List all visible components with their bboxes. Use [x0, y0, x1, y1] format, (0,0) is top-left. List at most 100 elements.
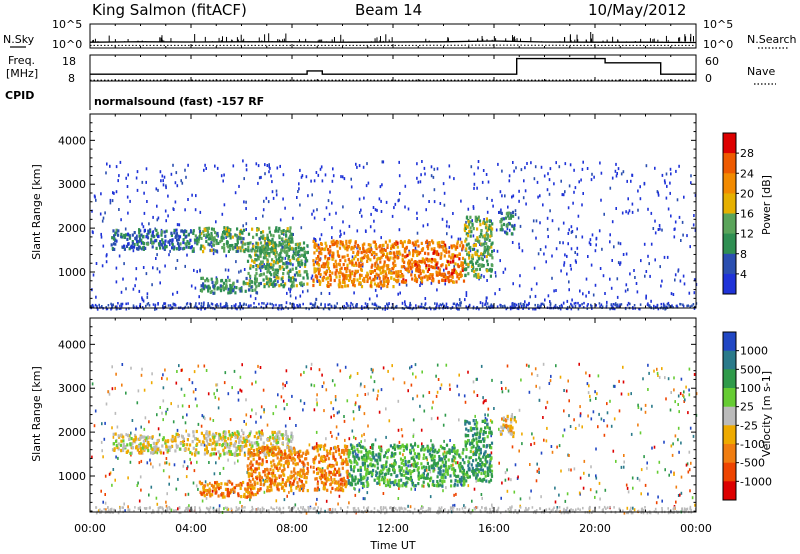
echo-cell [142, 266, 145, 269]
nsky-tick-top-left: 10^5 [52, 18, 82, 31]
echo-cell [334, 259, 337, 263]
echo-cell [414, 260, 417, 264]
echo-cell [200, 302, 203, 305]
echo-cell [234, 191, 237, 195]
echo-cell [158, 463, 161, 467]
echo-cell [445, 304, 448, 308]
echo-cell [302, 282, 305, 286]
echo-cell [619, 262, 621, 266]
echo-cell [284, 282, 287, 286]
echo-cell [167, 194, 169, 198]
echo-cell [392, 256, 395, 260]
echo-cell [279, 218, 282, 222]
echo-cell [284, 250, 287, 254]
echo-cell [213, 472, 216, 476]
echo-cell [488, 246, 491, 250]
echo-cell [487, 407, 490, 411]
echo-cell [433, 266, 436, 270]
echo-cell [443, 203, 446, 207]
echo-cell [232, 164, 235, 168]
echo-cell [264, 172, 266, 176]
echo-cell [327, 251, 330, 255]
echo-cell [233, 461, 236, 465]
echo-cell [373, 219, 375, 223]
echo-cell [198, 226, 201, 230]
echo-cell [333, 304, 336, 308]
echo-cell [105, 508, 107, 512]
echo-cell [403, 381, 406, 385]
echo-cell [259, 246, 262, 250]
echo-cell [283, 232, 285, 236]
echo-cell [646, 303, 649, 307]
echo-cell [560, 469, 562, 473]
echo-cell [609, 399, 611, 403]
echo-cell [403, 307, 405, 310]
echo-cell [224, 287, 227, 291]
echo-cell [491, 469, 494, 473]
echo-cell [318, 246, 321, 250]
echo-cell [590, 417, 593, 421]
echo-cell [424, 251, 427, 255]
echo-cell [255, 279, 258, 284]
echo-cell [399, 291, 401, 295]
echo-cell [324, 262, 327, 266]
echo-cell [558, 493, 560, 497]
echo-cell [415, 250, 418, 254]
echo-cell [370, 375, 372, 379]
echo-cell [381, 160, 384, 164]
echo-cell [672, 507, 675, 511]
echo-cell [272, 412, 275, 416]
echo-cell [445, 266, 448, 270]
echo-cell [251, 382, 253, 386]
echo-cell [314, 507, 316, 510]
echo-cell [450, 256, 453, 260]
echo-cell [133, 242, 136, 247]
echo-cell [618, 305, 620, 308]
echo-cell [481, 302, 484, 305]
echo-cell [615, 174, 618, 178]
echo-cell [334, 383, 336, 387]
echo-cell [667, 377, 670, 381]
echo-cell [133, 245, 136, 249]
echo-cell [454, 262, 457, 266]
echo-cell [485, 299, 487, 303]
echo-cell [517, 216, 520, 220]
echo-cell [414, 240, 417, 244]
echo-cell [377, 305, 380, 309]
echo-cell [357, 250, 360, 254]
echo-cell [209, 506, 212, 509]
echo-cell [471, 247, 474, 251]
echo-cell [340, 507, 342, 511]
echo-cell [543, 252, 545, 256]
echo-cell [381, 307, 384, 311]
echo-cell [181, 404, 184, 408]
echo-cell [408, 249, 410, 253]
echo-cell [146, 236, 150, 240]
echo-cell [386, 256, 389, 260]
echo-cell [212, 228, 215, 232]
echo-cell [519, 274, 521, 278]
echo-cell [433, 167, 436, 171]
echo-cell [326, 276, 329, 280]
echo-cell [361, 243, 364, 247]
echo-cell [695, 392, 698, 396]
echo-cell [327, 257, 330, 261]
echo-cell [401, 257, 404, 261]
echo-cell [284, 384, 286, 388]
echo-cell [202, 285, 205, 289]
echo-cell [611, 259, 613, 262]
echo-cell [465, 294, 468, 297]
echo-cell [617, 261, 620, 265]
echo-cell [226, 479, 229, 483]
echo-cell [237, 398, 240, 402]
echo-cell [488, 224, 491, 228]
echo-cell [166, 492, 168, 496]
echo-cell [382, 269, 385, 273]
echo-cell [411, 241, 414, 245]
power-colorbar-label: Power [dB] [760, 175, 773, 235]
echo-cell [268, 170, 270, 174]
echo-cell [255, 267, 258, 272]
echo-cell [162, 399, 165, 403]
echo-cell [658, 460, 661, 464]
echo-cell [180, 179, 182, 183]
